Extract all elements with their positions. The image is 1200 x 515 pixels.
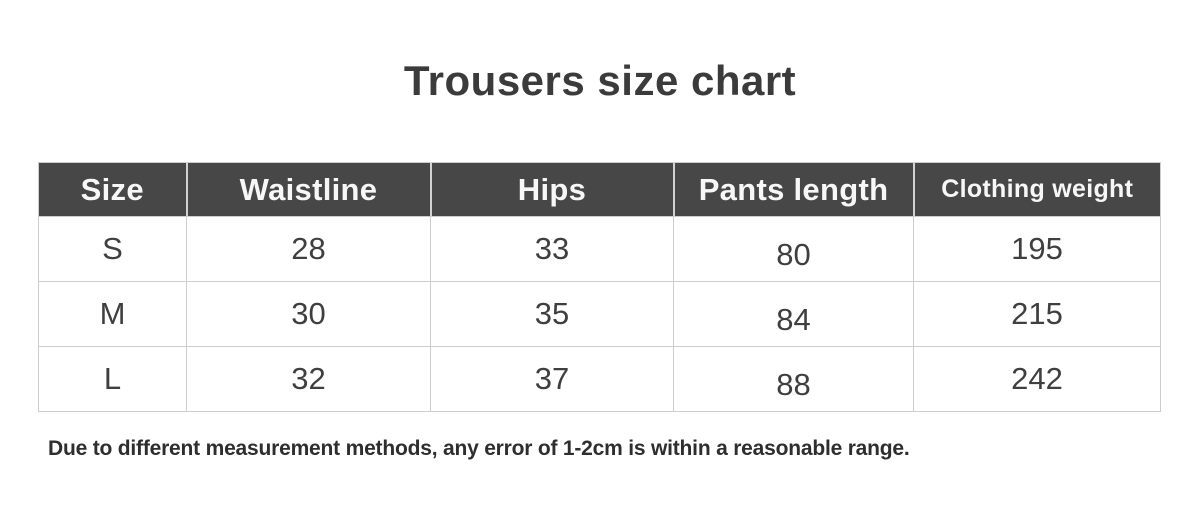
cell-hips: 33	[430, 216, 674, 282]
cell-hips: 37	[430, 346, 674, 412]
cell-pants-length: 84	[673, 281, 914, 347]
table-row: S 28 33 80 195	[38, 216, 1161, 282]
column-header-size: Size	[38, 162, 187, 217]
cell-size: S	[38, 216, 187, 282]
measurement-note: Due to different measurement methods, an…	[48, 437, 910, 460]
cell-size: M	[38, 281, 187, 347]
table-body: S 28 33 80 195 M 30 35 84 215 L 32 37 88…	[38, 216, 1161, 412]
cell-clothing-weight: 195	[913, 216, 1161, 282]
column-header-pants-length: Pants length	[672, 162, 914, 217]
table-row: L 32 37 88 242	[38, 346, 1161, 412]
cell-clothing-weight: 242	[913, 346, 1161, 412]
cell-waistline: 30	[186, 281, 431, 347]
cell-hips: 35	[430, 281, 674, 347]
size-chart-table: Size Waistline Hips Pants length Clothin…	[38, 162, 1161, 412]
column-header-waistline: Waistline	[185, 162, 431, 217]
table-row: M 30 35 84 215	[38, 281, 1161, 347]
cell-pants-length: 80	[673, 216, 914, 282]
cell-size: L	[38, 346, 187, 412]
table-header: Size Waistline Hips Pants length Clothin…	[38, 162, 1161, 217]
cell-waistline: 28	[186, 216, 431, 282]
cell-waistline: 32	[186, 346, 431, 412]
cell-pants-length: 88	[673, 346, 914, 412]
column-header-clothing-weight: Clothing weight	[912, 162, 1161, 217]
cell-clothing-weight: 215	[913, 281, 1161, 347]
page-title: Trousers size chart	[403, 57, 797, 104]
table-header-row: Size Waistline Hips Pants length Clothin…	[38, 162, 1161, 217]
column-header-hips: Hips	[429, 162, 674, 217]
